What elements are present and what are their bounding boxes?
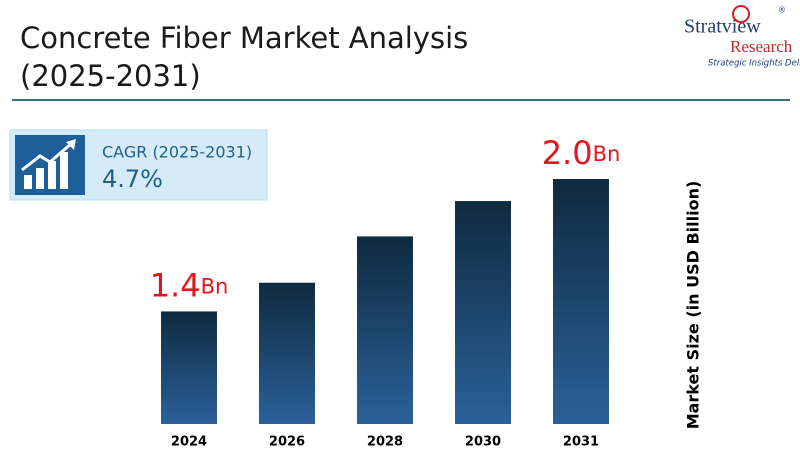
data-label: 1.4Bn (150, 266, 229, 304)
logo: Stratview ® Research Strategic Insights … (684, 5, 800, 69)
cagr-label: CAGR (2025-2031) (102, 143, 252, 162)
bar (455, 201, 511, 424)
logo-icon (732, 5, 750, 23)
x-tick-label: 2024 (171, 435, 207, 450)
cagr-box: CAGR (2025-2031) 4.7% (9, 129, 268, 201)
logo-suffix: Research (730, 37, 793, 56)
data-label: 2.0Bn (542, 134, 621, 172)
data-label-value: 2.0 (542, 134, 593, 172)
cagr-icon-bars (24, 152, 68, 189)
logo-mark: ® (778, 6, 786, 15)
x-tick-label: 2030 (465, 435, 501, 450)
title-line: (2025-2031) (20, 59, 201, 93)
logo-tagline: Strategic Insights Delivered (708, 59, 800, 69)
bar (259, 282, 315, 424)
cagr-icon-arrow (21, 141, 73, 172)
bar (161, 311, 217, 424)
x-tick-label: 2026 (269, 435, 305, 450)
data-label-unit: Bn (201, 274, 229, 298)
x-tick-label: 2031 (563, 435, 599, 450)
data-label-unit: Bn (593, 142, 621, 166)
bar (553, 179, 609, 424)
cagr-value: 4.7% (102, 165, 163, 193)
x-tick-label: 2028 (367, 435, 403, 450)
logo-name: Stratview (684, 16, 761, 38)
title-line: Concrete Fiber Market Analysis (20, 21, 468, 55)
bar (357, 236, 413, 424)
y-axis-label: Market Size (in USD Billion) (684, 181, 703, 430)
cagr-icon-arrowhead (66, 139, 76, 150)
data-label-value: 1.4 (150, 266, 201, 304)
